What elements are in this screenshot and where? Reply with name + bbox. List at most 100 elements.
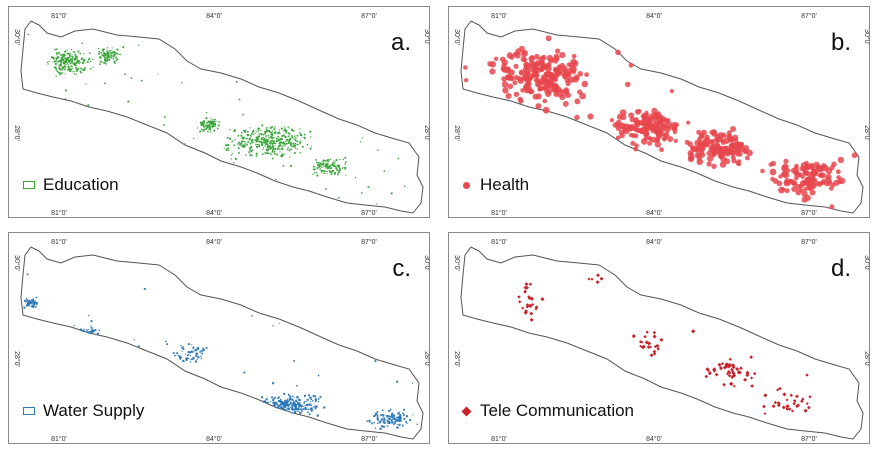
facility-point xyxy=(829,204,835,210)
facility-point xyxy=(319,396,322,398)
facility-point xyxy=(113,55,116,57)
facility-point xyxy=(270,135,272,138)
facility-point xyxy=(59,74,61,76)
facility-point xyxy=(750,376,754,380)
facility-point xyxy=(615,49,621,56)
facility-point xyxy=(208,128,210,130)
facility-point xyxy=(301,404,303,406)
facility-point xyxy=(213,120,215,123)
facility-point xyxy=(268,130,270,132)
facility-point xyxy=(61,72,63,75)
facility-point xyxy=(321,166,323,168)
facility-point xyxy=(277,135,279,138)
facility-point xyxy=(338,196,340,199)
facility-point xyxy=(71,65,73,67)
facility-point xyxy=(338,166,340,168)
facility-point xyxy=(674,122,679,128)
facility-point xyxy=(249,154,251,156)
facility-point xyxy=(108,59,111,62)
facility-point xyxy=(234,139,236,141)
facility-point xyxy=(305,407,307,408)
facility-point xyxy=(77,67,80,70)
facility-point xyxy=(166,343,168,345)
facility-point xyxy=(638,127,646,135)
facility-point xyxy=(262,149,264,151)
facility-point xyxy=(318,165,321,168)
facility-point xyxy=(393,423,395,425)
facility-point xyxy=(316,167,319,170)
facility-point xyxy=(304,405,306,407)
facility-point xyxy=(520,56,527,62)
facility-point xyxy=(294,143,297,145)
facility-point xyxy=(584,72,589,77)
facility-point xyxy=(273,128,276,131)
facility-point xyxy=(295,137,297,139)
facility-point xyxy=(96,332,99,335)
facility-point xyxy=(289,403,291,405)
facility-point xyxy=(242,146,245,148)
facility-point xyxy=(574,114,580,121)
facility-point xyxy=(269,152,271,155)
facility-point xyxy=(81,61,84,64)
facility-point xyxy=(91,329,94,331)
map-svg: 81°0' 81°0' 84°0' 84°0' 87°0' 87°0' 30°0' 30°0'… xyxy=(13,238,429,443)
facility-point xyxy=(89,68,92,70)
facility-point xyxy=(684,139,690,145)
facility-point xyxy=(772,178,779,185)
facility-point xyxy=(609,118,614,123)
facility-point xyxy=(266,143,268,145)
longitude-tick-label: 81°0' xyxy=(491,435,507,443)
facility-point xyxy=(301,136,303,138)
longitude-tick-label: 81°0' xyxy=(51,12,67,20)
facility-point xyxy=(304,407,306,409)
facility-point xyxy=(835,169,841,175)
facility-point xyxy=(309,136,312,138)
facility-point xyxy=(714,144,721,151)
facility-point xyxy=(60,63,62,65)
facility-point xyxy=(655,343,660,348)
facility-point xyxy=(163,124,165,126)
facility-point xyxy=(260,142,263,144)
facility-point xyxy=(57,71,60,74)
facility-point xyxy=(195,348,198,351)
facility-point xyxy=(64,55,66,57)
facility-point xyxy=(654,141,662,148)
facility-point xyxy=(110,55,113,57)
facility-point xyxy=(272,382,275,385)
facility-point xyxy=(395,420,397,423)
facility-point xyxy=(318,162,320,164)
facility-point xyxy=(270,146,273,149)
facility-point xyxy=(116,58,119,60)
facility-point xyxy=(316,161,318,163)
facility-point xyxy=(248,150,251,152)
facility-point xyxy=(655,137,661,142)
facility-point xyxy=(344,167,347,170)
facility-point xyxy=(294,402,297,405)
facility-point xyxy=(264,132,267,135)
facility-point xyxy=(71,60,73,62)
map-panel-education: 81°0' 81°0' 84°0' 84°0' 87°0' 87°0' 30°0' 30°0'… xyxy=(8,6,430,218)
facility-point xyxy=(203,126,205,128)
facility-point xyxy=(201,128,203,130)
facility-point xyxy=(83,68,86,71)
facility-point xyxy=(24,299,27,302)
facility-point xyxy=(493,56,499,61)
facility-point xyxy=(304,408,306,410)
facility-point xyxy=(64,58,66,60)
facility-point xyxy=(258,141,260,143)
facility-point xyxy=(164,116,166,118)
facility-point xyxy=(98,50,100,53)
facility-point xyxy=(506,52,514,59)
facility-point xyxy=(284,143,286,145)
facility-point xyxy=(239,143,241,144)
facility-point xyxy=(103,62,105,64)
facility-point xyxy=(319,165,321,167)
facility-point xyxy=(837,156,845,164)
facility-point xyxy=(382,420,385,423)
facility-point xyxy=(112,50,114,52)
facility-point xyxy=(821,178,827,184)
facility-point xyxy=(71,57,73,59)
facility-point xyxy=(62,57,64,59)
facility-point xyxy=(562,100,569,107)
facility-point xyxy=(728,357,732,361)
